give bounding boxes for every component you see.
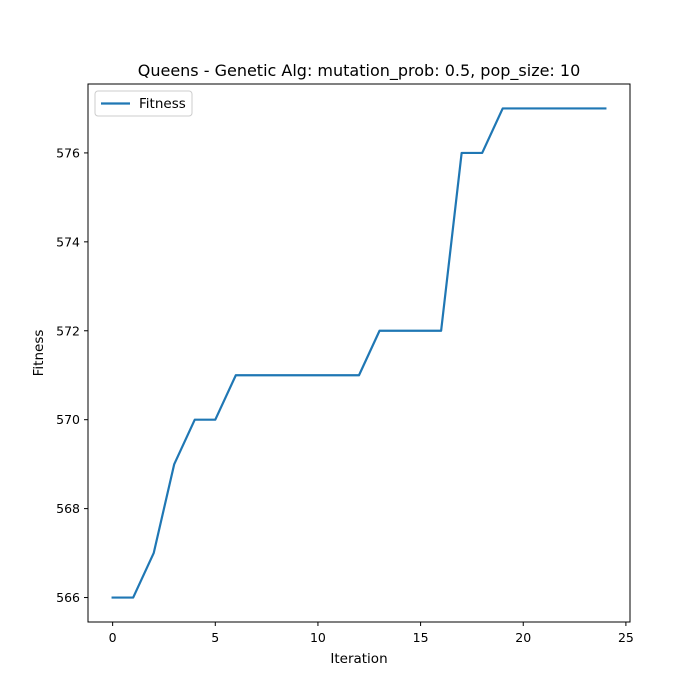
legend-label-fitness: Fitness (139, 96, 186, 112)
x-tick-label: 20 (515, 630, 531, 645)
legend: Fitness (94, 90, 193, 117)
y-axis-ticks: 566 568 570 572 574 576 (56, 145, 88, 605)
y-tick-label: 568 (56, 501, 80, 516)
plot-frame (87, 83, 631, 623)
y-tick-label: 576 (56, 145, 80, 160)
x-axis-ticks: 0 5 10 15 20 25 (109, 622, 634, 645)
x-tick-label: 0 (109, 630, 117, 645)
x-tick-label: 15 (413, 630, 429, 645)
plot-area (87, 83, 631, 623)
x-axis-label: Iteration (330, 651, 387, 667)
y-tick-label: 572 (56, 323, 80, 338)
y-tick-label: 574 (56, 234, 80, 249)
y-tick-label: 566 (56, 590, 80, 605)
fitness-series-line (111, 107, 607, 599)
y-tick-label: 570 (56, 412, 80, 427)
chart-title: Queens - Genetic Alg: mutation_prob: 0.5… (138, 61, 581, 81)
y-axis-label: Fitness (31, 330, 47, 377)
x-tick-label: 10 (310, 630, 326, 645)
legend-box (94, 90, 193, 117)
x-tick-label: 5 (211, 630, 219, 645)
x-tick-label: 25 (618, 630, 634, 645)
